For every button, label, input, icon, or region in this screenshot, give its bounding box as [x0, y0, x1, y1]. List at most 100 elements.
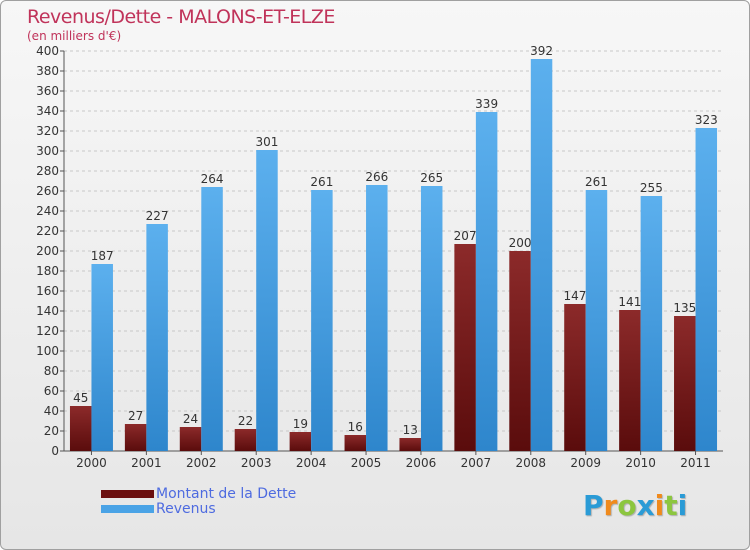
data-label: 301: [256, 135, 279, 149]
bar-dette: [619, 310, 641, 451]
bar-revenus: [475, 112, 498, 451]
bar-revenus: [201, 187, 223, 451]
x-tick-label: 2009: [570, 456, 601, 470]
data-label: 19: [293, 417, 308, 431]
x-tick-label: 2011: [680, 456, 711, 470]
y-tick-label: 140: [36, 304, 59, 318]
legend-label-dette: Montant de la Dette: [156, 486, 297, 502]
bar-dette: [454, 244, 476, 451]
y-tick-label: 60: [44, 384, 59, 398]
y-tick-label: 20: [44, 424, 59, 438]
chart-subtitle: (en milliers d'€): [27, 29, 122, 43]
logo-letter: o: [617, 489, 637, 522]
bar-revenus: [146, 224, 168, 451]
logo-letter: i: [654, 489, 665, 522]
chart-title: Revenus/Dette - MALONS-ET-ELZE: [27, 6, 335, 28]
x-tick-label: 2002: [186, 456, 217, 470]
data-label: 261: [585, 175, 608, 189]
x-tick-label: 2000: [76, 456, 107, 470]
y-tick-label: 320: [36, 124, 59, 138]
data-label: 265: [420, 171, 443, 185]
bar-revenus: [530, 59, 553, 451]
legend-label-revenus: Revenus: [156, 501, 216, 517]
data-label: 339: [475, 97, 498, 111]
data-label: 264: [201, 172, 224, 186]
y-tick-label: 180: [36, 264, 59, 278]
bar-revenus: [640, 196, 663, 451]
legend-swatch-dette: [101, 490, 154, 498]
logo-letter: i: [677, 489, 688, 522]
y-tick-label: 200: [36, 244, 59, 258]
y-tick-label: 100: [36, 344, 59, 358]
y-tick-label: 220: [36, 224, 59, 238]
y-axis-ticks: 0 20 40 60 80 100 120 140 160 180 200 220 240 260 280 3…: [36, 44, 723, 458]
bar-revenus: [695, 128, 718, 451]
data-label: 141: [618, 295, 641, 309]
y-tick-label: 360: [36, 84, 59, 98]
y-tick-label: 280: [36, 164, 59, 178]
x-tick-label: 2005: [351, 456, 382, 470]
bar-revenus: [256, 150, 278, 451]
y-tick-label: 300: [36, 144, 59, 158]
data-label: 13: [403, 423, 418, 437]
y-tick-label: 160: [36, 284, 59, 298]
data-label: 24: [183, 412, 198, 426]
y-tick-label: 120: [36, 324, 59, 338]
y-tick-label: 40: [44, 404, 59, 418]
x-tick-label: 2010: [625, 456, 656, 470]
y-tick-label: 380: [36, 64, 59, 78]
bar-dette: [179, 427, 202, 451]
data-label: 27: [128, 409, 143, 423]
bar-revenus: [585, 190, 608, 451]
y-tick-label: 400: [36, 44, 59, 58]
x-tick-label: 2008: [516, 456, 547, 470]
data-label: 147: [564, 289, 587, 303]
legend-swatch-revenus: [101, 505, 154, 513]
data-labels: 45 187 27 227 24 264 22 301 19 261 16 266 13 265 207 33…: [73, 44, 718, 437]
bar-revenus: [420, 186, 443, 451]
data-label: 392: [530, 44, 553, 58]
logo-letter: r: [603, 489, 618, 522]
bar-dette: [234, 429, 257, 451]
data-label: 187: [91, 249, 114, 263]
bar-dette: [674, 316, 696, 451]
data-label: 16: [348, 420, 363, 434]
y-tick-label: 80: [44, 364, 59, 378]
x-tick-label: 2007: [461, 456, 492, 470]
data-label: 227: [146, 209, 169, 223]
data-label: 22: [238, 414, 253, 428]
bar-revenus: [91, 264, 113, 451]
data-label: 255: [640, 181, 663, 195]
bar-revenus: [366, 185, 388, 451]
y-tick-label: 240: [36, 204, 59, 218]
bar-dette: [509, 251, 531, 451]
bars: [69, 59, 718, 451]
grid-lines: [64, 50, 723, 452]
x-tick-label: 2006: [406, 456, 437, 470]
data-label: 45: [73, 391, 88, 405]
bar-dette: [399, 438, 421, 451]
x-tick-label: 2001: [131, 456, 162, 470]
data-label: 266: [365, 170, 388, 184]
bar-dette: [344, 435, 367, 451]
bar-dette: [124, 424, 147, 451]
bar-revenus: [311, 190, 333, 451]
logo-letter: t: [664, 489, 678, 522]
proxiti-logo: Proxiti: [583, 489, 687, 522]
data-label: 261: [310, 175, 333, 189]
logo-letter: x: [636, 489, 655, 522]
data-label: 323: [695, 113, 718, 127]
data-label: 207: [454, 229, 477, 243]
data-label: 200: [509, 236, 532, 250]
data-label: 135: [673, 301, 696, 315]
y-tick-label: 0: [51, 444, 59, 458]
bar-dette: [564, 304, 586, 451]
x-tick-label: 2004: [296, 456, 327, 470]
x-axis-ticks: 2000 2001 2002 2003 2004 2005 2006 2007 2008 2009…: [76, 451, 711, 470]
logo-letter: P: [583, 489, 604, 522]
y-tick-label: 260: [36, 184, 59, 198]
y-tick-label: 340: [36, 104, 59, 118]
bar-dette: [69, 406, 92, 451]
x-tick-label: 2003: [241, 456, 272, 470]
